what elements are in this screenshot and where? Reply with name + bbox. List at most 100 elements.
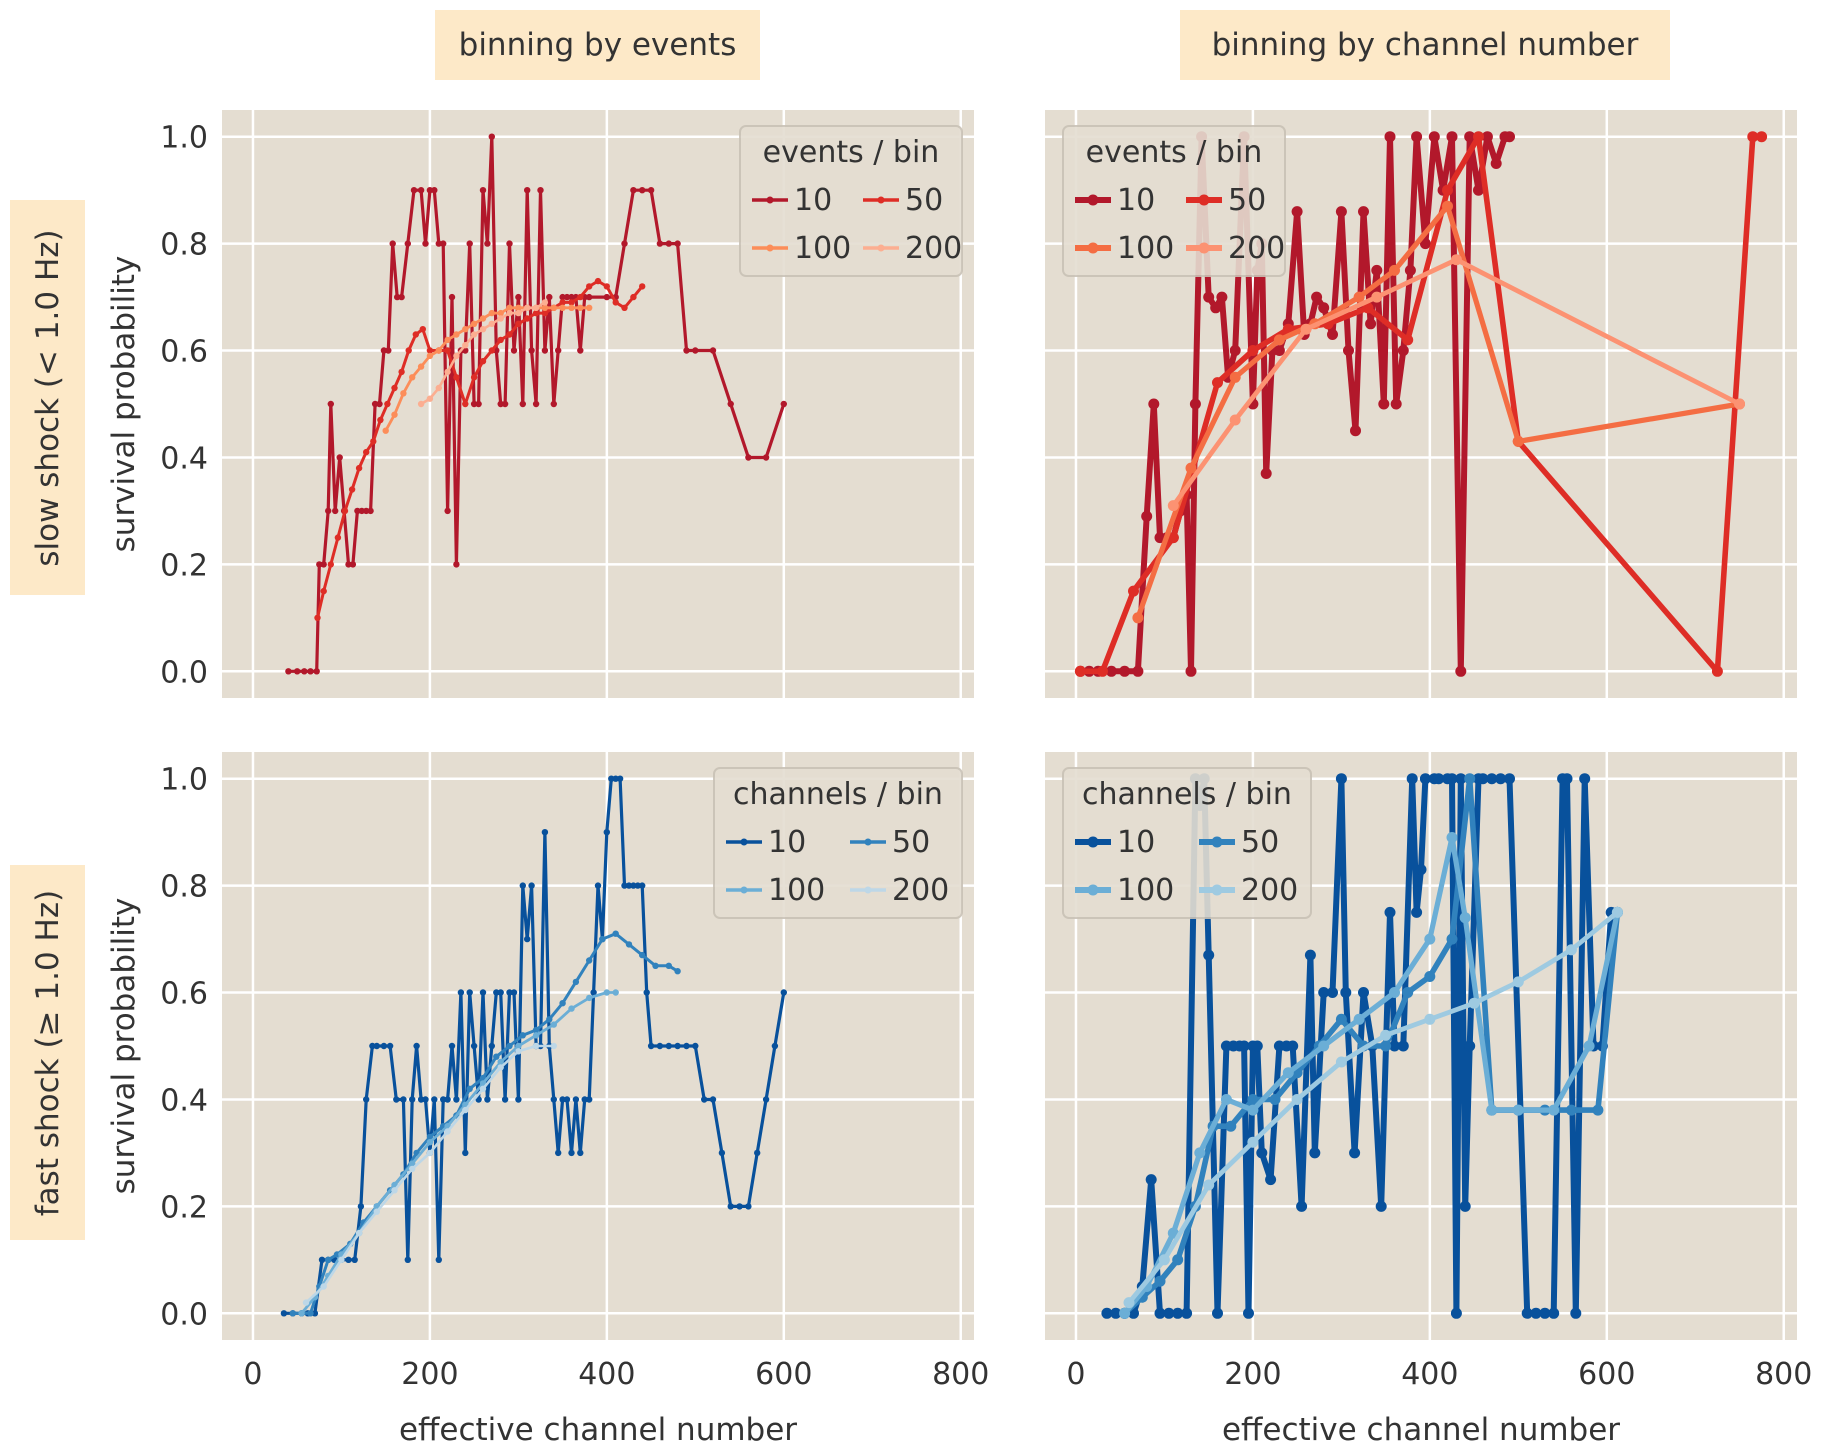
data-point	[532, 1032, 540, 1039]
data-point	[435, 384, 442, 392]
x-tick-label: 800	[1755, 1357, 1812, 1392]
data-point	[435, 240, 442, 247]
data-point	[409, 1165, 416, 1173]
data-point	[568, 293, 575, 301]
x-tick-label: 800	[932, 1357, 989, 1392]
data-point	[1450, 254, 1462, 266]
data-point	[426, 395, 434, 402]
data-point	[524, 304, 531, 311]
data-point	[285, 668, 292, 675]
data-point	[1167, 500, 1179, 512]
data-point	[1446, 832, 1458, 843]
data-point	[333, 1251, 341, 1258]
data-point	[380, 1042, 388, 1050]
data-point	[1455, 773, 1467, 785]
data-point	[1548, 1307, 1560, 1319]
data-point	[479, 1085, 487, 1093]
data-point	[1459, 1200, 1471, 1212]
data-point	[453, 331, 460, 338]
data-point	[479, 358, 487, 365]
data-point	[590, 989, 597, 996]
data-point	[1402, 334, 1414, 346]
data-point	[1747, 131, 1759, 143]
data-point	[586, 283, 593, 290]
data-point	[325, 507, 332, 515]
data-point	[1238, 1040, 1250, 1052]
legend-label: 200	[1241, 873, 1298, 908]
data-point	[314, 614, 321, 621]
data-point	[1291, 1094, 1303, 1105]
data-point	[1411, 131, 1423, 143]
x-tick-label: 200	[1224, 1357, 1281, 1392]
data-point	[1521, 1307, 1533, 1319]
data-point	[568, 304, 575, 311]
data-point	[320, 587, 327, 595]
legend-swatch-marker	[1198, 242, 1210, 254]
data-point	[528, 882, 535, 889]
data-point	[572, 978, 580, 986]
legend-label: 10	[1117, 825, 1155, 860]
data-point	[541, 347, 549, 354]
data-point	[515, 304, 522, 311]
y-tick-label: 0.0	[160, 1297, 208, 1332]
data-point	[1167, 532, 1179, 544]
data-point	[1459, 912, 1471, 924]
data-point	[586, 994, 593, 1002]
data-point	[1256, 1147, 1268, 1159]
x-axis-label: effective channel number	[1222, 1412, 1620, 1448]
legend-box	[1062, 125, 1286, 277]
data-point	[709, 347, 717, 354]
data-point	[515, 1042, 522, 1050]
data-point	[1216, 291, 1228, 303]
data-point	[594, 277, 602, 285]
data-point	[493, 1053, 500, 1060]
data-point	[674, 1042, 681, 1050]
legend-swatch-marker	[1087, 242, 1099, 254]
data-point	[1486, 773, 1498, 785]
data-point	[1565, 944, 1577, 956]
data-point	[497, 315, 504, 322]
data-point	[532, 304, 540, 311]
row-title-fast: fast shock (≥ 1.0 Hz)	[10, 865, 85, 1240]
data-point	[462, 342, 469, 349]
data-point	[1450, 1307, 1462, 1319]
data-point	[327, 561, 334, 568]
x-tick-label: 600	[755, 1357, 812, 1392]
series-line-100	[1121, 834, 1621, 1316]
data-point	[470, 374, 478, 381]
data-point	[431, 187, 438, 194]
data-point	[409, 1160, 416, 1167]
data-point	[1548, 1104, 1560, 1116]
data-point	[745, 454, 752, 461]
data-point	[426, 1139, 434, 1146]
data-point	[643, 989, 650, 996]
data-point	[727, 400, 734, 408]
legend-label: 50	[1241, 825, 1279, 860]
series-line-200	[1126, 910, 1620, 1305]
data-point	[1247, 1104, 1259, 1116]
data-point	[515, 1096, 522, 1103]
y-tick-label: 0.2	[160, 1190, 208, 1225]
data-point	[479, 989, 487, 996]
data-point	[1123, 1297, 1135, 1309]
data-point	[488, 133, 495, 140]
data-point	[1291, 206, 1303, 218]
legend-swatch-marker	[740, 838, 748, 846]
data-point	[762, 1096, 770, 1103]
data-point	[630, 293, 637, 301]
legend-label: 100	[794, 231, 851, 266]
y-tick-label: 0.4	[160, 1083, 208, 1118]
data-point	[444, 347, 451, 354]
data-point	[1378, 398, 1390, 410]
data-point	[515, 293, 522, 301]
data-point	[422, 240, 429, 247]
data-point	[639, 187, 646, 194]
data-point	[621, 882, 628, 889]
data-point	[1402, 987, 1414, 998]
data-point	[532, 1026, 540, 1034]
data-point	[1389, 264, 1400, 276]
data-point	[550, 400, 557, 408]
legend-swatch-marker	[766, 196, 774, 204]
data-point	[1243, 1307, 1254, 1319]
data-point	[1273, 334, 1285, 346]
